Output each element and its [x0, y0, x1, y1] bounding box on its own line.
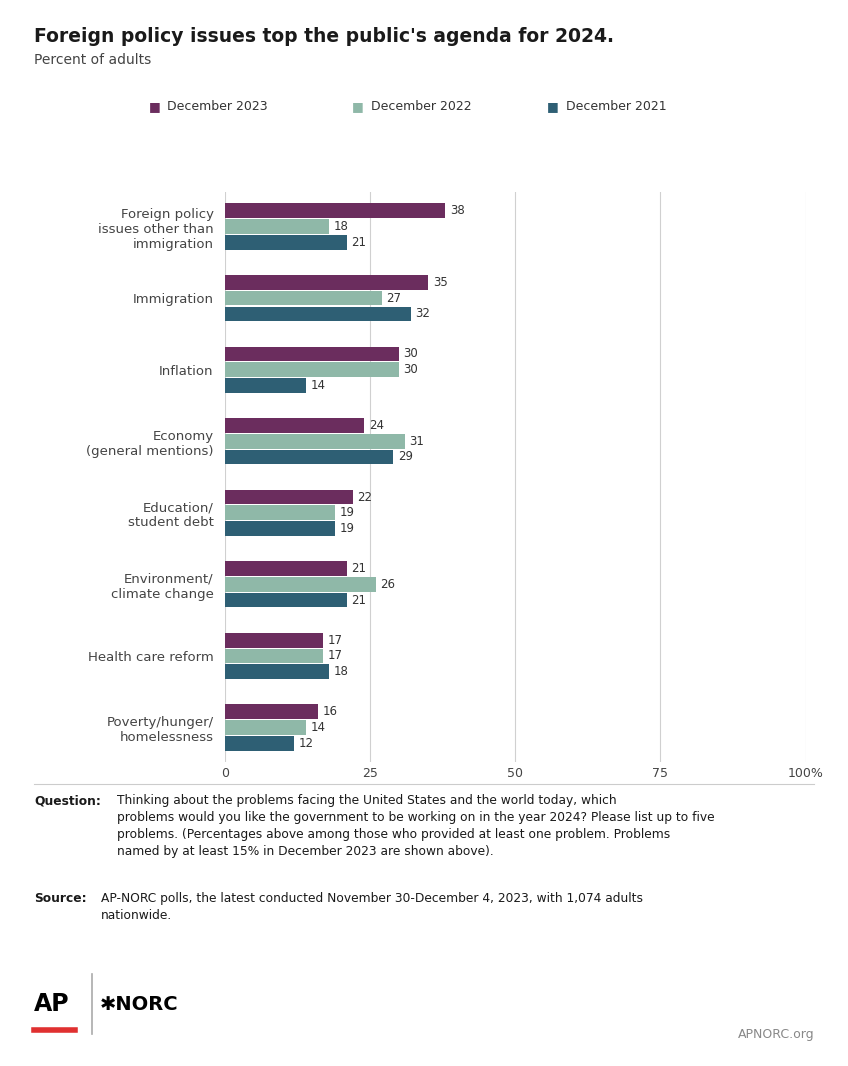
Text: 19: 19 [340, 522, 354, 535]
Text: 29: 29 [398, 451, 413, 464]
Bar [225, 489, 353, 504]
Bar [225, 521, 335, 536]
Text: 26: 26 [381, 578, 395, 591]
Bar [225, 291, 382, 306]
Bar [225, 648, 323, 663]
Text: 14: 14 [310, 721, 326, 734]
Bar [225, 562, 347, 576]
Bar [225, 736, 294, 750]
Bar [225, 235, 347, 249]
Text: Foreign policy issues top the public's agenda for 2024.: Foreign policy issues top the public's a… [34, 27, 614, 46]
Bar [225, 664, 329, 679]
Bar [225, 721, 306, 734]
Text: 17: 17 [328, 633, 343, 647]
Text: ■: ■ [352, 100, 364, 113]
Text: December 2023: December 2023 [167, 100, 268, 113]
Text: Source:: Source: [34, 892, 86, 905]
Bar [225, 505, 335, 520]
Bar [225, 275, 428, 290]
Text: 31: 31 [410, 435, 424, 448]
Text: 22: 22 [357, 490, 372, 503]
Text: 27: 27 [386, 292, 401, 305]
Text: 14: 14 [310, 378, 326, 392]
Text: 18: 18 [334, 220, 349, 233]
Bar [225, 378, 306, 392]
Text: 24: 24 [369, 419, 384, 432]
Text: 17: 17 [328, 649, 343, 662]
Text: 38: 38 [450, 205, 465, 217]
Text: AP-NORC polls, the latest conducted November 30-December 4, 2023, with 1,074 adu: AP-NORC polls, the latest conducted Nove… [101, 892, 643, 922]
Text: 19: 19 [340, 506, 354, 519]
Bar [225, 633, 323, 647]
Text: ✱NORC: ✱NORC [100, 995, 179, 1014]
Bar [225, 346, 399, 361]
Text: 30: 30 [404, 348, 418, 360]
Bar [225, 705, 318, 720]
Bar [225, 204, 445, 219]
Text: ■: ■ [547, 100, 559, 113]
Text: 21: 21 [351, 236, 366, 248]
Bar [225, 307, 410, 321]
Text: 35: 35 [432, 276, 448, 289]
Text: 16: 16 [322, 706, 338, 718]
Text: ■: ■ [148, 100, 160, 113]
Text: AP: AP [34, 992, 70, 1016]
Bar [225, 362, 399, 377]
Bar [225, 593, 347, 608]
Bar [225, 418, 364, 433]
Text: December 2022: December 2022 [371, 100, 471, 113]
Bar [225, 450, 393, 465]
Text: Question:: Question: [34, 794, 101, 807]
Text: Percent of adults: Percent of adults [34, 53, 151, 67]
Bar [225, 220, 329, 233]
Bar [225, 434, 404, 449]
Text: 12: 12 [299, 737, 314, 749]
Text: December 2021: December 2021 [566, 100, 667, 113]
Text: 21: 21 [351, 594, 366, 607]
Text: Thinking about the problems facing the United States and the world today, which
: Thinking about the problems facing the U… [117, 794, 715, 858]
Bar [225, 577, 376, 592]
Text: APNORC.org: APNORC.org [738, 1028, 814, 1040]
Text: 30: 30 [404, 364, 418, 376]
Text: 32: 32 [416, 307, 430, 321]
Text: 21: 21 [351, 562, 366, 576]
Text: 18: 18 [334, 665, 349, 678]
